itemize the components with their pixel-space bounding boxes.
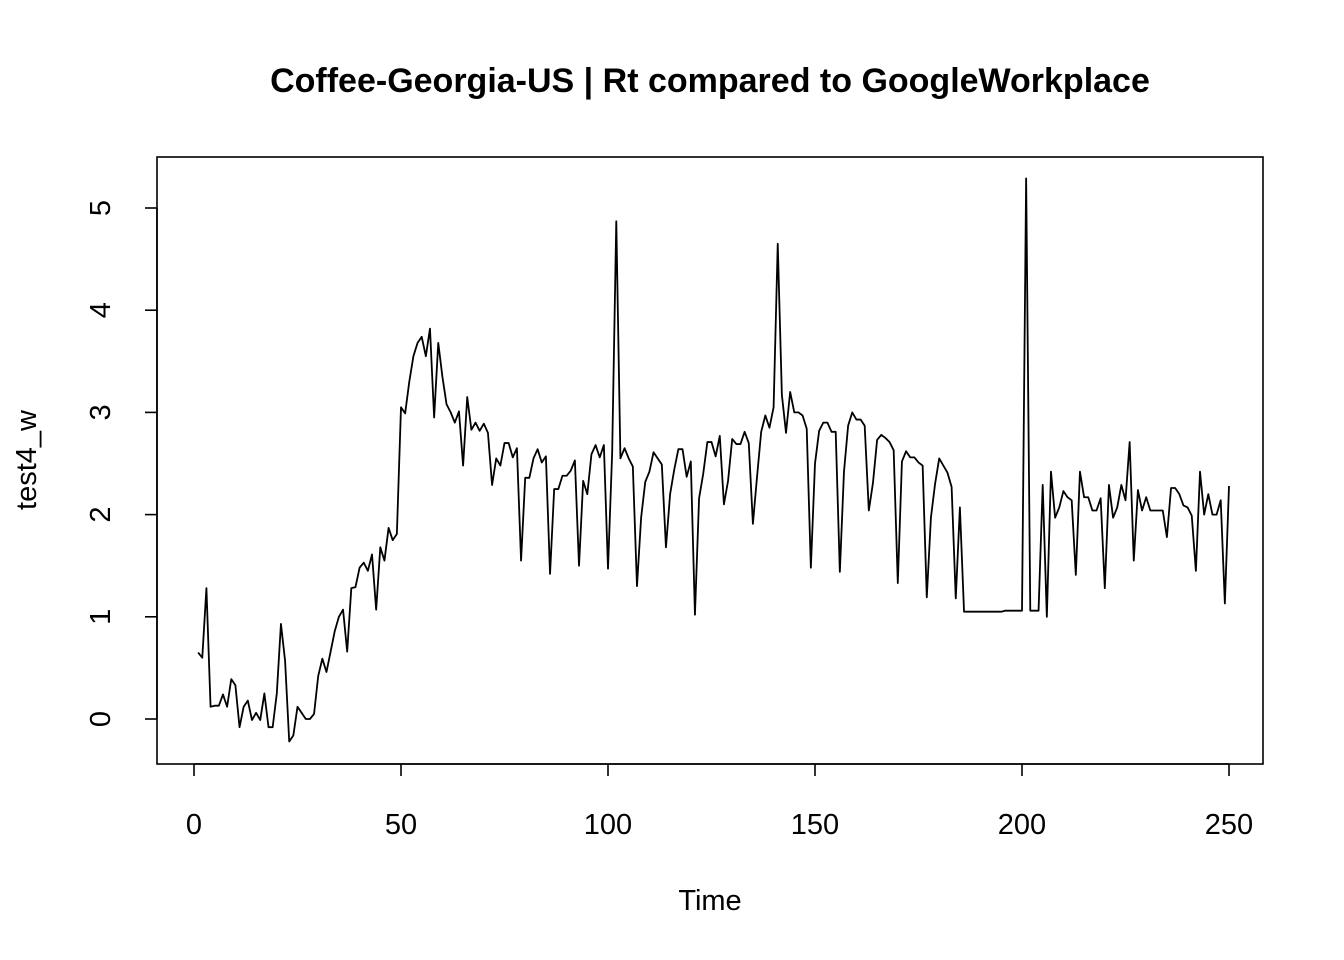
x-tick-label: 150 bbox=[791, 809, 839, 841]
x-tick-label: 0 bbox=[186, 809, 202, 841]
x-tick-label: 250 bbox=[1205, 809, 1253, 841]
x-tick-label: 200 bbox=[998, 809, 1046, 841]
y-tick-label: 0 bbox=[85, 711, 117, 727]
y-axis-label: test4_w bbox=[11, 409, 43, 510]
x-tick-label: 50 bbox=[385, 809, 417, 841]
y-tick-label: 2 bbox=[85, 507, 117, 523]
y-tick-label: 4 bbox=[85, 302, 117, 318]
y-tick-label: 3 bbox=[85, 404, 117, 420]
chart-title: Coffee-Georgia-US | Rt compared to Googl… bbox=[270, 62, 1150, 100]
x-tick-label: 100 bbox=[584, 809, 632, 841]
plot-frame bbox=[156, 156, 1264, 765]
y-tick-label: 1 bbox=[85, 609, 117, 625]
series-line bbox=[197, 177, 1230, 743]
y-axis: 0 1 2 3 4 5 bbox=[85, 200, 158, 727]
x-axis-label: Time bbox=[678, 885, 741, 917]
x-axis: 0 50 100 150 200 250 bbox=[186, 763, 1253, 841]
y-tick-label: 5 bbox=[85, 200, 117, 216]
